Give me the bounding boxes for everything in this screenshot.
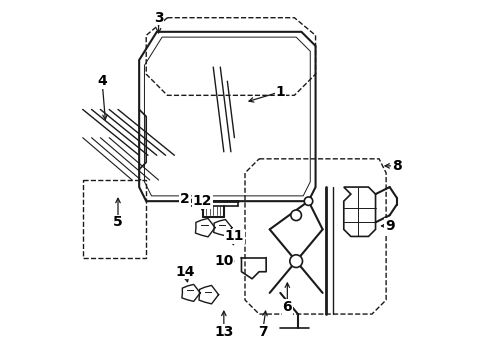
Text: 14: 14 <box>175 265 195 279</box>
Text: 6: 6 <box>283 300 292 314</box>
Circle shape <box>304 197 313 206</box>
Text: 5: 5 <box>113 215 123 229</box>
Text: 7: 7 <box>258 325 268 339</box>
Circle shape <box>291 210 301 221</box>
Text: 10: 10 <box>214 254 234 268</box>
Text: 2: 2 <box>180 192 190 206</box>
Circle shape <box>290 255 302 267</box>
Text: 3: 3 <box>154 11 163 25</box>
Text: 12: 12 <box>193 194 212 208</box>
Text: 11: 11 <box>225 229 244 243</box>
Text: 13: 13 <box>214 325 234 339</box>
Text: 1: 1 <box>275 85 285 99</box>
Text: 8: 8 <box>392 159 402 173</box>
Text: 4: 4 <box>97 74 107 88</box>
Polygon shape <box>344 187 375 237</box>
Text: 9: 9 <box>385 219 394 233</box>
